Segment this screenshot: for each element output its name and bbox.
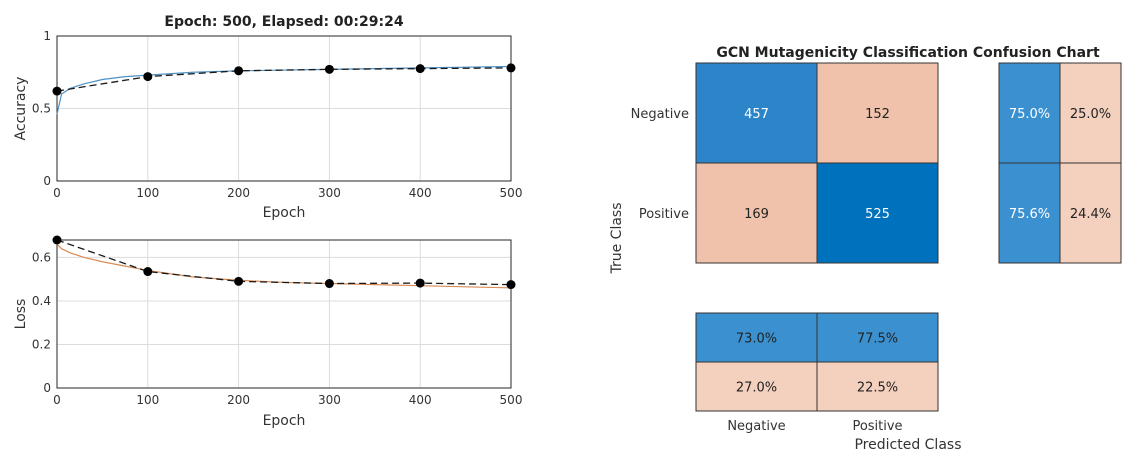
loss-ytick-label: 0.2 <box>32 337 51 351</box>
confusion-matrix: 457 152 169 525 <box>695 62 939 264</box>
loss-xtick-label: 500 <box>500 393 523 407</box>
confusion-cell-value: 525 <box>865 207 890 222</box>
confusion-cell-value: 152 <box>865 107 890 122</box>
row-summary-value: 24.4% <box>1070 207 1111 222</box>
loss-ytick-label: 0.4 <box>32 294 51 308</box>
confusion-chart: GCN Mutagenicity Classification Confusio… <box>609 45 1122 453</box>
acc-ytick-label: 0.5 <box>32 102 51 116</box>
accuracy-title: Epoch: 500, Elapsed: 00:29:24 <box>164 14 403 30</box>
row-summary: 75.0% 25.0% 75.6% 24.4% <box>998 62 1122 264</box>
acc-xtick-label: 300 <box>318 186 341 200</box>
true-class-label: True Class <box>609 202 625 274</box>
loss-ylabel: Loss <box>13 299 29 330</box>
acc-xtick-label: 100 <box>136 186 159 200</box>
loss-xtick-label: 0 <box>53 393 61 407</box>
loss-plot: 0 100 200 300 400 500 0 0.2 0.4 0.6 Epoch Loss <box>13 235 523 429</box>
accuracy-plot: Epoch: 500, Elapsed: 00:29:24 0 100 200 300… <box>13 14 522 221</box>
column-summary-value: 27.0% <box>736 381 777 396</box>
loss-axes-box <box>56 239 512 389</box>
acc-validation-line <box>56 67 512 92</box>
column-summary-value: 73.0% <box>736 332 777 347</box>
loss-validation-point <box>234 276 244 286</box>
acc-validation-point <box>52 86 62 96</box>
confusion-cell <box>816 162 939 264</box>
loss-ytick-label: 0.6 <box>32 250 51 264</box>
row-summary-cell <box>1059 62 1122 164</box>
loss-validation-point <box>415 278 425 288</box>
loss-validation-point <box>506 280 516 290</box>
column-summary-cell <box>695 312 818 363</box>
accuracy-axes-box <box>56 35 512 182</box>
loss-tick-labels: 0 100 200 300 400 500 0 0.2 0.4 0.6 <box>32 250 523 407</box>
true-class-tick-label: Positive <box>639 207 689 222</box>
confusion-cell-value: 457 <box>744 107 769 122</box>
loss-validation-point <box>143 267 153 277</box>
confusion-cell-value: 169 <box>744 207 769 222</box>
column-summary-cell <box>695 361 818 412</box>
column-summary: 73.0% 77.5% 27.0% 22.5% <box>695 312 939 412</box>
accuracy-ylabel: Accuracy <box>13 77 29 141</box>
loss-xtick-label: 400 <box>409 393 432 407</box>
acc-ytick-label: 0 <box>43 174 51 188</box>
acc-validation-point <box>143 72 153 82</box>
class-labels: Negative Negative Positive Positive <box>631 107 903 434</box>
confusion-cell <box>695 162 818 264</box>
row-summary-cell <box>998 62 1061 164</box>
row-summary-value: 75.0% <box>1009 107 1050 122</box>
accuracy-grid <box>56 35 512 182</box>
acc-xtick-label: 400 <box>409 186 432 200</box>
confusion-title: GCN Mutagenicity Classification Confusio… <box>716 45 1100 61</box>
accuracy-tick-labels: 0 100 200 300 400 500 0 0.5 1 <box>32 29 523 200</box>
acc-validation-point <box>415 64 425 74</box>
true-class-tick-label: Negative <box>631 107 689 122</box>
acc-validation-point <box>324 64 334 74</box>
row-summary-cell <box>1059 162 1122 264</box>
row-summary-value: 75.6% <box>1009 207 1050 222</box>
loss-xtick-label: 300 <box>318 393 341 407</box>
accuracy-series <box>52 63 516 115</box>
loss-training-line <box>56 243 512 289</box>
acc-xtick-label: 500 <box>500 186 523 200</box>
column-summary-cell <box>816 361 939 412</box>
predicted-class-label: Predicted Class <box>854 437 961 453</box>
loss-grid <box>56 240 512 389</box>
acc-validation-point <box>506 63 516 73</box>
acc-training-line <box>56 65 512 115</box>
accuracy-xlabel: Epoch <box>263 205 306 221</box>
acc-xtick-label: 200 <box>227 186 250 200</box>
column-summary-value: 22.5% <box>857 381 898 396</box>
predicted-class-tick-label: Positive <box>852 419 902 434</box>
loss-xtick-label: 100 <box>136 393 159 407</box>
row-summary-value: 25.0% <box>1070 107 1111 122</box>
acc-validation-point <box>234 66 244 76</box>
column-summary-value: 77.5% <box>857 332 898 347</box>
loss-xtick-label: 200 <box>227 393 250 407</box>
loss-validation-point <box>324 279 334 289</box>
acc-ytick-label: 1 <box>43 29 51 43</box>
loss-ytick-label: 0 <box>43 381 51 395</box>
predicted-class-tick-label: Negative <box>727 419 785 434</box>
column-summary-cell <box>816 312 939 363</box>
acc-xtick-label: 0 <box>53 186 61 200</box>
loss-series <box>52 235 516 290</box>
loss-validation-point <box>52 235 62 245</box>
row-summary-cell <box>998 162 1061 264</box>
loss-xlabel: Epoch <box>263 413 306 429</box>
loss-validation-line <box>56 239 512 286</box>
